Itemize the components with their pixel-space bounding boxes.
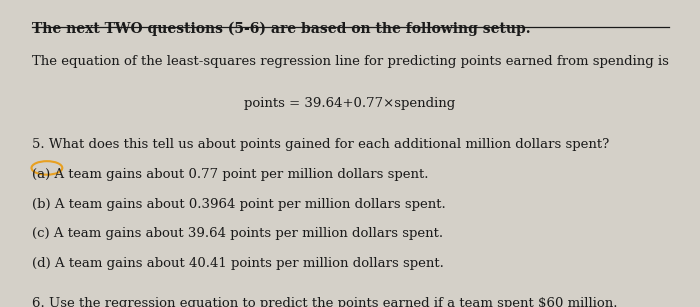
Text: 5. What does this tell us about points gained for each additional million dollar: 5. What does this tell us about points g… — [32, 138, 609, 151]
Text: The equation of the least-squares regression line for predicting points earned f: The equation of the least-squares regres… — [32, 55, 668, 68]
Text: (b) A team gains about 0.3964 point per million dollars spent.: (b) A team gains about 0.3964 point per … — [32, 198, 445, 211]
Text: (c) A team gains about 39.64 points per million dollars spent.: (c) A team gains about 39.64 points per … — [32, 227, 442, 240]
Text: 6. Use the regression equation to predict the points earned if a team spent $60 : 6. Use the regression equation to predic… — [32, 297, 617, 307]
Text: (a) A team gains about 0.77 point per million dollars spent.: (a) A team gains about 0.77 point per mi… — [32, 168, 428, 181]
Text: (d) A team gains about 40.41 points per million dollars spent.: (d) A team gains about 40.41 points per … — [32, 257, 443, 270]
Text: The next TWO questions (5-6) are based on the following setup.: The next TWO questions (5-6) are based o… — [32, 21, 530, 36]
Text: points = 39.64+0.77×spending: points = 39.64+0.77×spending — [244, 97, 456, 110]
